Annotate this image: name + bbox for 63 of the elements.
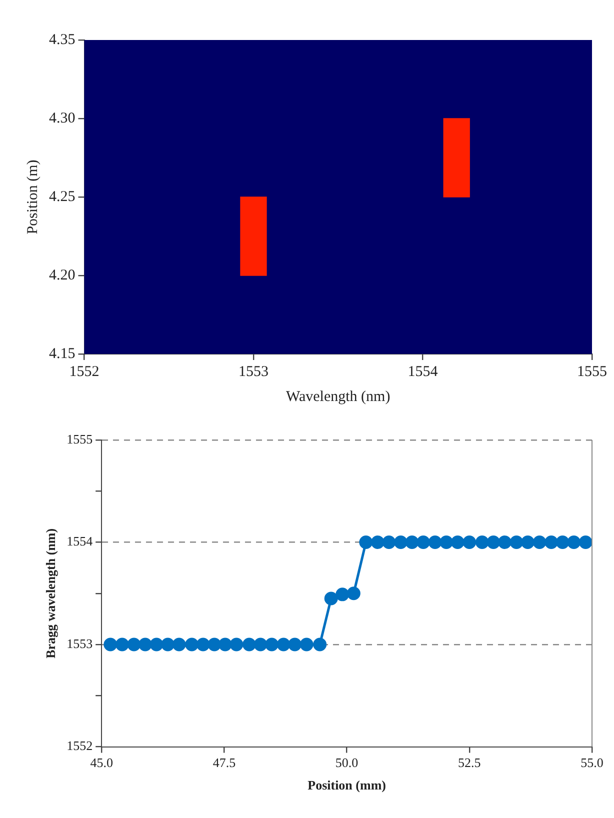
x-axis-title: Position (mm) xyxy=(308,778,386,793)
point xyxy=(544,536,558,550)
point xyxy=(196,638,210,652)
point xyxy=(115,638,129,652)
point xyxy=(498,536,512,550)
point xyxy=(172,638,186,652)
point xyxy=(104,638,118,652)
point xyxy=(462,536,476,550)
point xyxy=(428,536,442,550)
point xyxy=(300,638,314,652)
x-tick-label: 1553 xyxy=(238,364,268,380)
point xyxy=(161,638,175,652)
point xyxy=(440,536,454,550)
point xyxy=(313,638,327,652)
x-tick-label: 47.5 xyxy=(212,755,236,770)
y-tick-label: 4.25 xyxy=(49,188,76,205)
point xyxy=(324,592,338,606)
point xyxy=(450,536,464,550)
y-tick-label: 1555 xyxy=(66,431,93,446)
y-axis-title: Bragg wavelength (nm) xyxy=(43,528,58,658)
y-tick-label: 1554 xyxy=(66,534,94,549)
point xyxy=(138,638,152,652)
point xyxy=(405,536,419,550)
y-tick-label: 4.15 xyxy=(49,346,76,362)
point xyxy=(532,536,546,550)
point xyxy=(370,536,384,550)
x-axis-title: Wavelength (nm) xyxy=(286,388,390,405)
point xyxy=(521,536,535,550)
point xyxy=(288,638,302,652)
point xyxy=(185,638,199,652)
point xyxy=(567,536,581,550)
point xyxy=(394,536,408,550)
point xyxy=(127,638,141,652)
y-tick-label: 4.35 xyxy=(49,32,76,48)
point xyxy=(276,638,290,652)
x-tick-label: 50.0 xyxy=(335,755,358,770)
point xyxy=(578,536,592,550)
x-tick-label: 45.0 xyxy=(90,755,113,770)
point xyxy=(230,638,244,652)
point xyxy=(346,586,360,600)
point xyxy=(556,536,570,550)
y-tick-label: 4.20 xyxy=(49,267,76,284)
x-tick-label: 55.0 xyxy=(580,755,604,770)
point xyxy=(359,536,373,550)
x-tick-label: 1555 xyxy=(577,364,607,380)
point xyxy=(208,638,222,652)
point xyxy=(336,588,350,602)
point xyxy=(510,536,524,550)
point xyxy=(475,536,489,550)
x-tick-label: 1554 xyxy=(408,364,438,380)
y-tick-label: 1552 xyxy=(66,738,93,754)
point xyxy=(416,536,430,550)
y-tick-label: 4.30 xyxy=(49,110,76,126)
point xyxy=(382,536,396,550)
point xyxy=(218,638,232,652)
y-axis-title: Position (m) xyxy=(24,160,41,234)
point xyxy=(242,638,256,652)
point xyxy=(254,638,268,652)
x-tick-label: 52.5 xyxy=(458,755,481,770)
point xyxy=(265,638,279,652)
point xyxy=(486,536,500,550)
point xyxy=(150,638,164,652)
y-tick-label: 1553 xyxy=(66,636,93,651)
